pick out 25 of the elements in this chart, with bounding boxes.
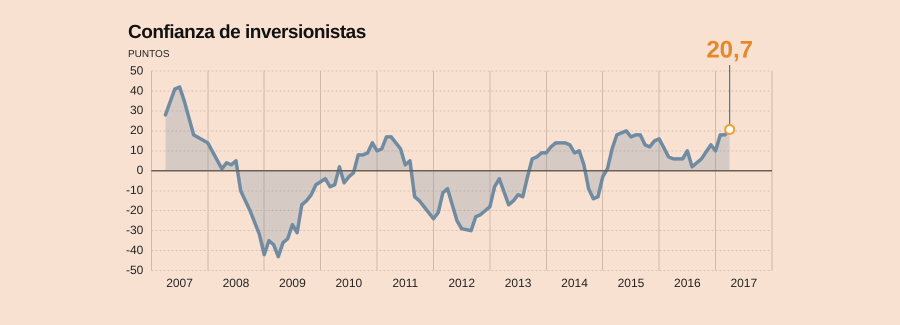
x-tick-label: 2013	[504, 276, 532, 290]
y-tick-label: -20	[126, 203, 144, 218]
x-tick-label: 2016	[674, 276, 702, 290]
x-tick-label: 2008	[222, 276, 250, 290]
x-tick-label: 2007	[166, 276, 194, 290]
y-tick-label: 30	[130, 103, 144, 118]
y-tick-label: 40	[130, 83, 144, 98]
y-tick-label: -40	[126, 242, 144, 257]
y-axis-title: PUNTOS	[128, 49, 170, 60]
x-tick-label: 2014	[561, 276, 588, 290]
x-tick-label: 2010	[335, 276, 362, 290]
x-tick-label: 2015	[618, 276, 645, 290]
x-tick-label: 2009	[279, 276, 306, 290]
x-tick-label: 2012	[448, 276, 476, 290]
x-tick-label: 2017	[730, 276, 758, 290]
annotation: 20,7	[706, 36, 754, 64]
y-tick-label: -10	[126, 183, 144, 198]
y-tick-label: -50	[126, 262, 144, 277]
y-tick-label: -30	[126, 222, 144, 237]
chart-title: Confianza de inversionistas	[128, 22, 366, 44]
x-tick-label: 2011	[392, 276, 418, 290]
y-tick-label: 10	[130, 143, 144, 158]
y-tick-label: 0	[136, 163, 144, 178]
y-tick-label: 20	[130, 123, 144, 138]
y-tick-label: 50	[130, 63, 144, 78]
